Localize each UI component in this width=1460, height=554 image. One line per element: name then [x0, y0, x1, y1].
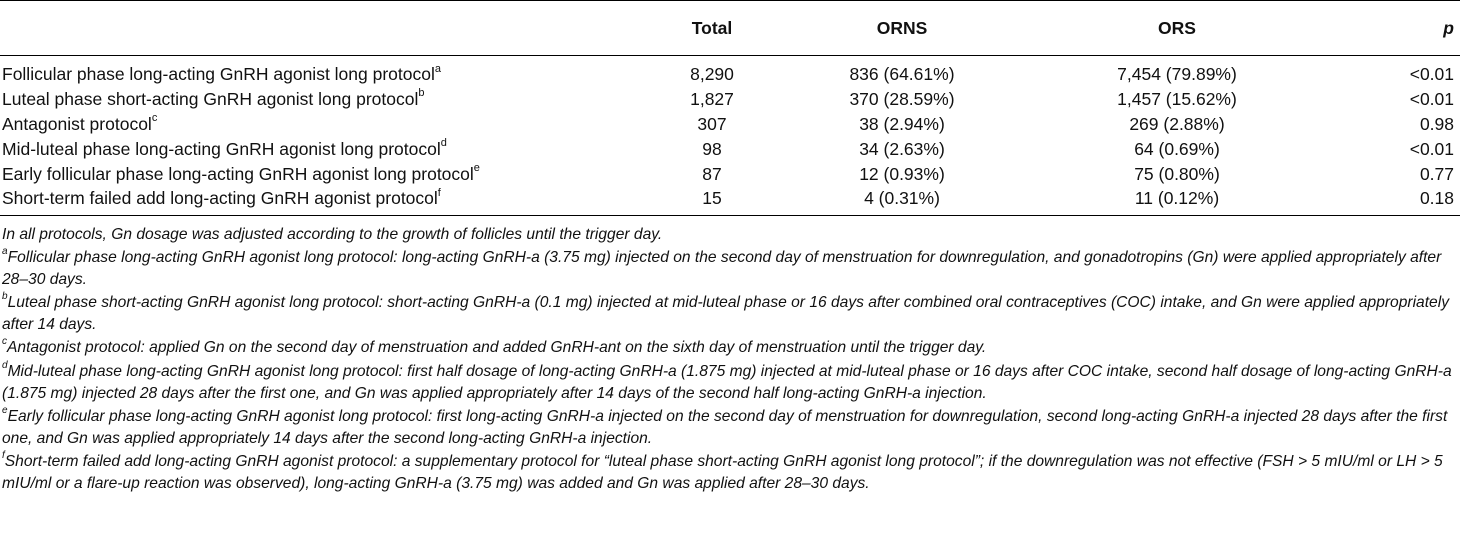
footnote-text: Short-term failed add long-acting GnRH a… — [2, 452, 1443, 492]
footnote-mark: c — [151, 112, 158, 125]
row-orns: 836 (64.61%) — [849, 64, 955, 85]
row-label: Early follicular phase long-acting GnRH … — [2, 163, 474, 184]
row-p: <0.01 — [1409, 64, 1454, 85]
footnote-item: cAntagonist protocol: applied Gn on the … — [2, 337, 1458, 359]
row-label: Mid-luteal phase long-acting GnRH agonis… — [2, 138, 441, 159]
protocol-table: Total ORNS ORS p Follicular phase long-a… — [0, 0, 1460, 216]
table-row: Follicular phase long-acting GnRH agonis… — [0, 56, 1460, 87]
row-ors: 11 (0.12%) — [1027, 185, 1327, 216]
header-label — [0, 0, 647, 56]
row-total: 1,827 — [690, 89, 734, 110]
row-total: 87 — [702, 163, 722, 184]
footnote-item: aFollicular phase long-acting GnRH agoni… — [2, 247, 1458, 291]
footnote-text: Luteal phase short-acting GnRH agonist l… — [2, 294, 1449, 334]
footnote-mark: b — [2, 291, 8, 303]
footnote-mark: c — [2, 336, 7, 348]
row-p: <0.01 — [1409, 89, 1454, 110]
footnote-item: fShort-term failed add long-acting GnRH … — [2, 449, 1458, 495]
table-row: Short-term failed add long-acting GnRH a… — [0, 185, 1460, 216]
row-label: Luteal phase short-acting GnRH agonist l… — [2, 89, 419, 110]
header-orns: ORNS — [777, 0, 1027, 56]
row-label: Short-term failed add long-acting GnRH a… — [2, 188, 438, 209]
footnote-text: Early follicular phase long-acting GnRH … — [2, 407, 1448, 447]
footnote-mark: a — [2, 246, 8, 258]
footnote-intro: In all protocols, Gn dosage was adjusted… — [2, 226, 663, 243]
row-total: 15 — [647, 185, 777, 216]
row-orns: 370 (28.59%) — [849, 89, 955, 110]
row-total: 8,290 — [690, 64, 734, 85]
table-row: Luteal phase short-acting GnRH agonist l… — [0, 87, 1460, 112]
row-p: <0.01 — [1409, 138, 1454, 159]
row-label-cell: Follicular phase long-acting GnRH agonis… — [0, 56, 647, 87]
header-total: Total — [647, 0, 777, 56]
footnote-mark: f — [437, 186, 441, 199]
row-ors: 269 (2.88%) — [1129, 113, 1225, 134]
row-ors: 64 (0.69%) — [1134, 138, 1220, 159]
row-label-cell: Luteal phase short-acting GnRH agonist l… — [0, 87, 647, 112]
header-ors: ORS — [1027, 0, 1327, 56]
footnote-mark: e — [2, 404, 8, 416]
table-row: Antagonist protocolc 307 38 (2.94%) 269 … — [0, 112, 1460, 137]
row-label-cell: Short-term failed add long-acting GnRH a… — [0, 185, 647, 216]
row-label-cell: Early follicular phase long-acting GnRH … — [0, 161, 647, 186]
footnote-item: eEarly follicular phase long-acting GnRH… — [2, 404, 1458, 450]
footnote-item: dMid-luteal phase long-acting GnRH agoni… — [2, 359, 1458, 405]
header-p: p — [1327, 0, 1460, 56]
row-orns: 4 (0.31%) — [777, 185, 1027, 216]
row-orns: 12 (0.93%) — [859, 163, 945, 184]
row-label-cell: Mid-luteal phase long-acting GnRH agonis… — [0, 136, 647, 161]
row-ors: 1,457 (15.62%) — [1117, 89, 1237, 110]
row-total: 98 — [702, 138, 722, 159]
row-label: Antagonist protocol — [2, 113, 152, 134]
footnote-mark: d — [2, 359, 8, 371]
footnote-mark: d — [440, 136, 447, 149]
footnote-text: Follicular phase long-acting GnRH agonis… — [2, 249, 1442, 289]
row-p: 0.98 — [1419, 113, 1454, 134]
row-ors: 7,454 (79.89%) — [1117, 64, 1237, 85]
table-header-row: Total ORNS ORS p — [0, 0, 1460, 56]
row-total: 307 — [697, 113, 727, 134]
row-p: 0.18 — [1327, 185, 1460, 216]
footnote-text: Antagonist protocol: applied Gn on the s… — [7, 339, 987, 357]
footnote-text: Mid-luteal phase long-acting GnRH agonis… — [2, 362, 1452, 402]
row-ors: 75 (0.80%) — [1134, 163, 1220, 184]
footnote-mark: b — [418, 87, 425, 100]
table-row: Early follicular phase long-acting GnRH … — [0, 161, 1460, 186]
table-footnotes: In all protocols, Gn dosage was adjusted… — [2, 224, 1458, 496]
row-label-cell: Antagonist protocolc — [0, 112, 647, 137]
footnote-mark: e — [473, 161, 480, 174]
footnote-item: bLuteal phase short-acting GnRH agonist … — [2, 292, 1458, 336]
row-orns: 34 (2.63%) — [859, 138, 945, 159]
row-label: Follicular phase long-acting GnRH agonis… — [2, 64, 435, 85]
footnote-mark: f — [2, 449, 5, 461]
row-orns: 38 (2.94%) — [859, 113, 945, 134]
row-p: 0.77 — [1419, 163, 1454, 184]
footnote-mark: a — [434, 62, 442, 75]
table-row: Mid-luteal phase long-acting GnRH agonis… — [0, 136, 1460, 161]
